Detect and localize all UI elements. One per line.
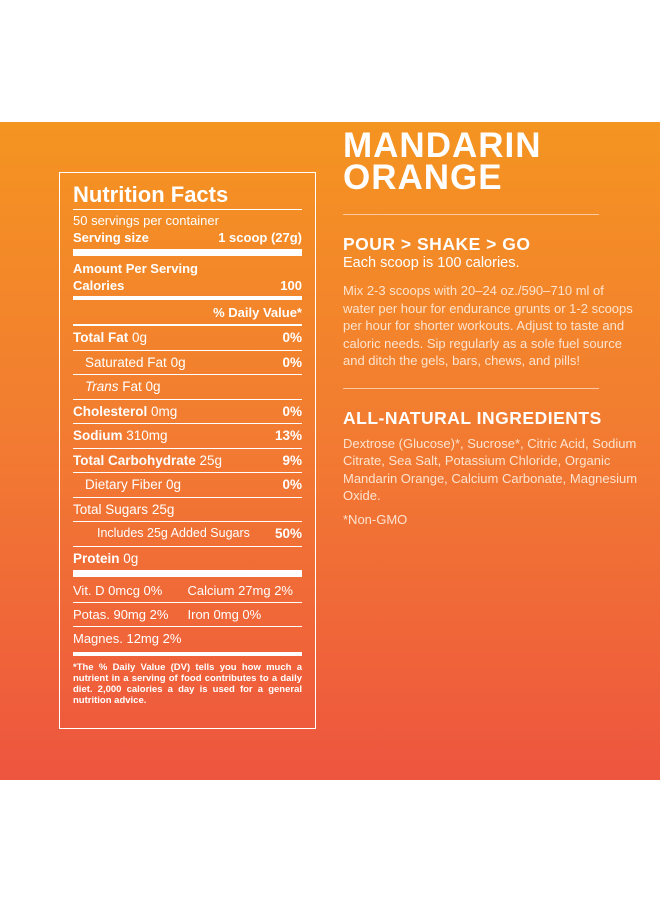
nutrition-facts-label: Nutrition Facts 50 servings per containe…: [59, 172, 316, 729]
directions-title: POUR > SHAKE > GO: [343, 234, 531, 254]
nutrient-row: Total Carbohydrate 25g 9%: [73, 447, 302, 473]
vitamin-row: Potas. 90mg 2% Iron 0mg 0%: [73, 602, 302, 626]
amount-per-serving: Amount Per Serving: [73, 261, 198, 276]
calories-note: Each scoop is 100 calories.: [343, 255, 520, 271]
vitamin-row: Magnes. 12mg 2%: [73, 626, 302, 650]
divider: [343, 387, 599, 389]
nutrient-row: Total Sugars 25g: [73, 496, 302, 522]
product-panel: Nutrition Facts 50 servings per containe…: [0, 122, 660, 780]
nutrient-row: Protein 0g: [73, 545, 302, 571]
ingredients-title: ALL-NATURAL INGREDIENTS: [343, 407, 602, 428]
calories-value: 100: [280, 278, 302, 293]
product-name-line1: MANDARIN: [343, 126, 542, 165]
product-info: MANDARIN ORANGE POUR > SHAKE > GO Each s…: [343, 126, 638, 528]
daily-value-header: % Daily Value*: [213, 305, 302, 320]
nutrient-row: Trans Fat 0g: [73, 374, 302, 399]
daily-value-footnote: *The % Daily Value (DV) tells you how mu…: [73, 662, 302, 706]
servings-per-container: 50 servings per container: [73, 213, 219, 228]
serving-size-label: Serving size: [73, 230, 149, 245]
ingredients-text: Dextrose (Glucose)*, Sucrose*, Citric Ac…: [343, 435, 638, 504]
nutrition-title: Nutrition Facts: [73, 182, 229, 207]
non-gmo-note: *Non-GMO: [343, 511, 408, 527]
serving-size-value: 1 scoop (27g): [218, 230, 302, 245]
calories-label: Calories: [73, 278, 125, 293]
nutrient-row: Total Fat 0g 0%: [73, 325, 302, 350]
nutrient-row: Cholesterol 0mg 0%: [73, 398, 302, 424]
product-name-line2: ORANGE: [343, 158, 503, 197]
nutrient-row: Dietary Fiber 0g 0%: [73, 472, 302, 497]
nutrient-row: Sodium 310mg 13%: [73, 423, 302, 448]
nutrient-row: Includes 25g Added Sugars 50%: [73, 521, 302, 546]
directions-text: Mix 2-3 scoops with 20–24 oz./590–710 ml…: [343, 283, 633, 368]
divider: [343, 214, 599, 215]
vitamin-row: Vit. D 0mcg 0% Calcium 27mg 2%: [73, 583, 293, 598]
nutrient-row: Saturated Fat 0g 0%: [73, 349, 302, 375]
